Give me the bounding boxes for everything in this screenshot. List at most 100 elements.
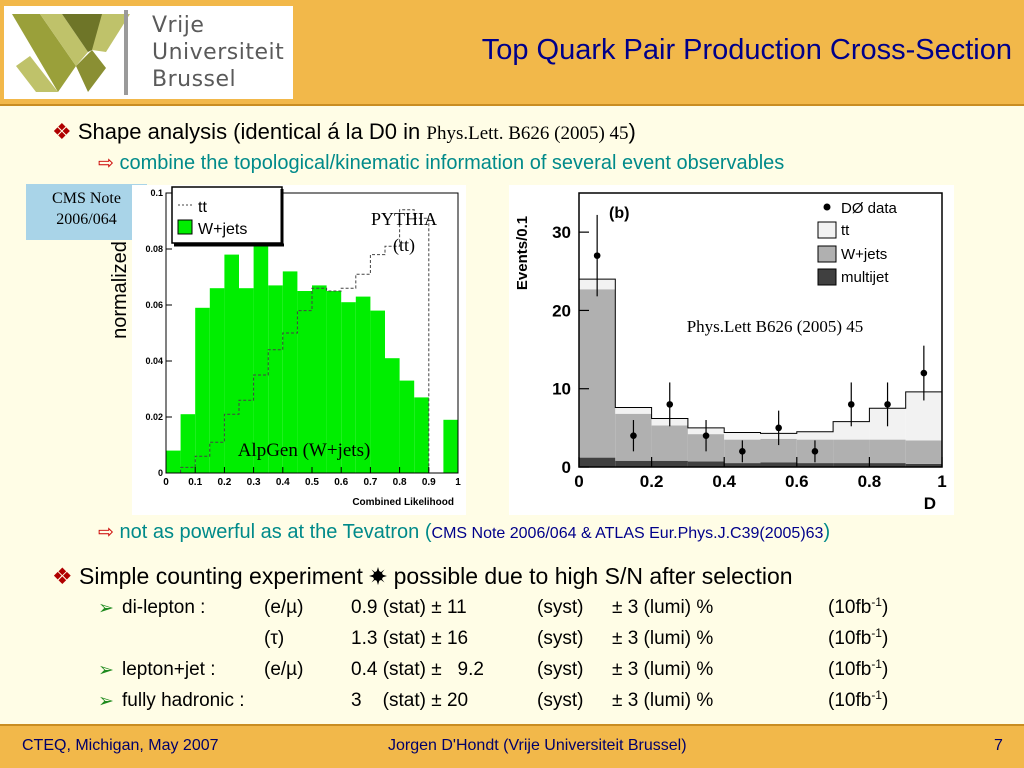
result-channel: lepton+jet : bbox=[122, 659, 216, 680]
data-point bbox=[847, 401, 855, 408]
x-tick-label: 0 bbox=[574, 472, 583, 491]
header-divider bbox=[0, 104, 1024, 106]
combine-text: combine the topological/kinematic inform… bbox=[119, 152, 785, 174]
result-value: 3 (stat) ± 20 bbox=[351, 690, 469, 711]
result-lepton: (e/µ) bbox=[264, 659, 304, 680]
x-axis-label: Combined Likelihood bbox=[352, 497, 454, 508]
wjets-bar bbox=[414, 397, 429, 473]
result-luminosity: (10fb-1) bbox=[828, 657, 888, 681]
likelihood-plot-panel: 0 0.02 0.04 0.06 0.08 0.1 0 0.1 0.2 0.3 0.4 0.5 0.6 0… bbox=[132, 185, 466, 515]
data-point bbox=[702, 432, 710, 439]
lumi-exponent: -1 bbox=[871, 688, 882, 702]
stack-bar-tt bbox=[833, 421, 870, 440]
arrow-bullet-icon: ⇨ bbox=[98, 153, 114, 174]
result-luminosity: (10fb-1) bbox=[828, 626, 888, 650]
wjets-bar bbox=[282, 271, 298, 473]
footer-author: Jorgen D'Hondt (Vrije Universiteit Bruss… bbox=[388, 737, 687, 754]
y-tick-label: 0 bbox=[158, 468, 163, 478]
result-lepton: (e/µ) bbox=[264, 597, 304, 618]
stack-bar-tt bbox=[615, 407, 652, 414]
wjets-bar bbox=[355, 296, 371, 473]
counting-text-before: Simple counting experiment bbox=[79, 563, 370, 589]
arrowhead-bullet-icon: ➢ bbox=[98, 660, 114, 681]
x-axis-label: D bbox=[924, 494, 936, 513]
data-point bbox=[811, 448, 819, 455]
result-luminosity: (10fb-1) bbox=[828, 688, 888, 712]
x-tick-label: 0.8 bbox=[858, 472, 882, 491]
shape-analysis-text: Shape analysis (identical á la D0 in bbox=[77, 119, 427, 144]
stack-bar-multijet bbox=[687, 461, 725, 467]
footer-bar: CTEQ, Michigan, May 2007 Jorgen D'Hondt … bbox=[0, 726, 1024, 768]
y-tick-label: 0.06 bbox=[145, 300, 163, 310]
logo-line-3: Brussel bbox=[152, 67, 237, 92]
stack-bar-multijet bbox=[796, 463, 834, 467]
legend-swatch bbox=[817, 245, 837, 263]
lumi-fb: (10fb bbox=[828, 628, 872, 649]
wjets-bar bbox=[341, 302, 356, 473]
alpgen-label: AlpGen (W+jets) bbox=[238, 440, 371, 461]
y-tick-label: 0.1 bbox=[150, 188, 163, 198]
stack-bar-tt bbox=[796, 431, 834, 440]
not-powerful-text: not as powerful as at the Tevatron ( bbox=[119, 521, 432, 543]
x-tick-label: 0.8 bbox=[393, 477, 407, 488]
lumi-close: ) bbox=[881, 597, 889, 618]
y-axis-label-normalized: normalized bbox=[109, 241, 131, 339]
not-powerful-close: ) bbox=[823, 521, 831, 543]
result-lepton: (τ) bbox=[264, 628, 285, 649]
footer-divider bbox=[0, 724, 1024, 726]
x-tick-label: 0.7 bbox=[363, 477, 377, 488]
data-point bbox=[775, 424, 782, 432]
y-tick-label: 0.04 bbox=[145, 356, 163, 366]
stack-bar-multijet bbox=[905, 463, 942, 467]
x-tick-label: 0.9 bbox=[422, 477, 436, 488]
reference-annotation: Phys.Lett B626 (2005) 45 bbox=[687, 317, 864, 336]
legend-label: tt bbox=[841, 222, 850, 239]
data-point bbox=[666, 401, 674, 408]
pythia-sublabel: (tt) bbox=[393, 235, 415, 256]
stack-bar-wjets bbox=[905, 440, 942, 464]
wjets-bar bbox=[239, 288, 254, 473]
data-point bbox=[884, 401, 891, 408]
ttbar-line bbox=[166, 209, 458, 474]
bullet-shape-analysis: ❖ Shape analysis (identical á la D0 in P… bbox=[52, 119, 636, 145]
stack-bar-wjets bbox=[579, 289, 616, 458]
stack-bar-multijet bbox=[833, 463, 870, 467]
wjets-bar bbox=[195, 307, 210, 473]
legend-data-marker bbox=[823, 203, 831, 211]
lumi-fb: (10fb bbox=[828, 659, 872, 680]
result-luminosity: (10fb-1) bbox=[828, 595, 889, 619]
x-tick-label: 0.6 bbox=[785, 472, 809, 491]
x-tick-label: 0.4 bbox=[712, 472, 736, 491]
wjets-bar bbox=[443, 419, 458, 473]
page-number: 7 bbox=[994, 737, 1003, 754]
result-lumi: ± 3 (lumi) % bbox=[612, 659, 714, 680]
d0-plot-panel: 0 10 20 30 0 0.2 0.4 0.6 0.8 1 D Events/0.1 (b) DØ da… bbox=[509, 185, 954, 515]
result-channel: fully hadronic : bbox=[122, 690, 245, 711]
pythia-label: PYTHIA bbox=[371, 209, 437, 229]
x-tick-label: 0 bbox=[163, 477, 169, 488]
university-logo: Vrije Universiteit Brussel bbox=[4, 6, 293, 99]
result-syst: (syst) bbox=[537, 659, 584, 680]
lumi-exponent: -1 bbox=[871, 626, 882, 640]
result-value: 1.3 (stat) ± 16 bbox=[351, 628, 469, 649]
y-tick-label: 0.08 bbox=[145, 244, 163, 254]
wjets-bar bbox=[399, 380, 415, 473]
x-tick-label: 0.2 bbox=[640, 472, 664, 491]
stack-bar-tt bbox=[724, 432, 761, 440]
y-tick-label: 0 bbox=[562, 458, 571, 477]
wjets-bar bbox=[297, 291, 312, 473]
x-tick-label: 0.3 bbox=[247, 477, 261, 488]
x-tick-label: 0.4 bbox=[276, 477, 290, 488]
wjets-bar bbox=[312, 285, 327, 473]
x-tick-label: 0.1 bbox=[188, 477, 202, 488]
legend-wjets-label: W+jets bbox=[198, 221, 247, 238]
lumi-fb: (10fb bbox=[828, 690, 872, 711]
wjets-bar bbox=[370, 310, 385, 473]
result-value: 0.9 (stat) ± 11 bbox=[351, 597, 467, 618]
legend-swatch bbox=[817, 268, 837, 286]
shape-analysis-close: ) bbox=[628, 119, 636, 144]
legend-label: multijet bbox=[841, 269, 889, 286]
x-tick-label: 1 bbox=[455, 477, 461, 488]
logo-line-2: Universiteit bbox=[152, 40, 285, 65]
not-powerful-ref: CMS Note 2006/064 & ATLAS Eur.Phys.J.C39… bbox=[431, 525, 824, 542]
